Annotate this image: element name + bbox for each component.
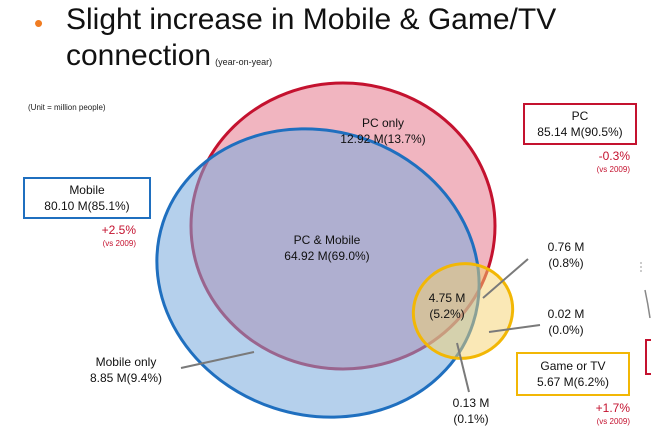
mobile-game-pct: (0.1%) xyxy=(453,412,489,426)
mobile-only-value: 8.85 M(9.4%) xyxy=(89,371,163,385)
pc-mobile-label: PC & Mobile 64.92 M(69.0%) xyxy=(262,232,392,264)
pc-mobile-name: PC & Mobile xyxy=(293,233,361,247)
game-tv-total-name: Game or TV xyxy=(540,359,606,373)
title-note: (year-on-year) xyxy=(215,57,273,67)
mobile-change-pct: +2.5% xyxy=(101,223,136,237)
pc-total-box: PC 85.14 M(90.5%) xyxy=(523,103,637,145)
game-tv-total-value: 5.67 M(6.2%) xyxy=(536,375,610,389)
pc-only-label: PC only 12.92 M(13.7%) xyxy=(318,115,448,147)
pc-change-note: (vs 2009) xyxy=(596,165,630,174)
pc-game-pct: (0.8%) xyxy=(548,256,584,270)
mobile-only-label: Mobile only 8.85 M(9.4%) xyxy=(66,354,186,386)
leader-line-game-only xyxy=(488,324,541,333)
title-line-1: Slight increase in Mobile & Game/TV xyxy=(66,3,557,36)
game-tv-change-note: (vs 2009) xyxy=(596,417,630,426)
all-three-pct: (5.2%) xyxy=(429,307,465,321)
mobile-total-name: Mobile xyxy=(69,183,105,197)
mobile-total-value: 80.10 M(85.1%) xyxy=(44,199,130,213)
pc-change-pct: -0.3% xyxy=(598,149,630,163)
game-tv-change: +1.7% (vs 2009) xyxy=(596,402,630,428)
leader-line-mobile-only xyxy=(180,351,255,369)
pc-total-value: 85.14 M(90.5%) xyxy=(537,125,623,139)
game-only-pct: (0.0%) xyxy=(548,323,584,337)
game-tv-change-pct: +1.7% xyxy=(595,401,630,415)
mobile-total-box: Mobile 80.10 M(85.1%) xyxy=(23,177,151,219)
pc-change: -0.3% (vs 2009) xyxy=(597,150,630,176)
game-tv-ellipse xyxy=(411,262,515,360)
pc-mobile-value: 64.92 M(69.0%) xyxy=(284,249,370,263)
game-tv-total-box: Game or TV 5.67 M(6.2%) xyxy=(516,352,630,396)
unit-note: (Unit = million people) xyxy=(28,103,106,112)
game-only-label: 0.02 M (0.0%) xyxy=(536,306,596,338)
mobile-only-name: Mobile only xyxy=(95,355,157,369)
mobile-game-value: 0.13 M xyxy=(452,396,490,410)
game-only-value: 0.02 M xyxy=(547,307,585,321)
edge-box xyxy=(645,339,651,375)
leader-line-mobile-game xyxy=(456,342,470,393)
pc-only-name: PC only xyxy=(361,116,405,130)
pc-game-value: 0.76 M xyxy=(547,240,585,254)
title-bullet: • xyxy=(34,8,44,38)
mobile-game-label: 0.13 M (0.1%) xyxy=(441,395,501,427)
title-line-2: connection xyxy=(66,39,212,72)
leader-line-pc-game xyxy=(482,258,529,299)
mobile-change: +2.5% (vs 2009) xyxy=(92,224,136,250)
mobile-change-note: (vs 2009) xyxy=(102,239,136,248)
slide-title: Slight increase in Mobile & Game/TV conn… xyxy=(66,2,556,80)
pc-game-label: 0.76 M (0.8%) xyxy=(536,239,596,271)
all-three-value: 4.75 M xyxy=(428,291,466,305)
pc-only-value: 12.92 M(13.7%) xyxy=(340,132,426,146)
edge-arc xyxy=(644,289,651,319)
all-three-label: 4.75 M (5.2%) xyxy=(422,290,472,322)
pc-total-name: PC xyxy=(571,109,589,123)
